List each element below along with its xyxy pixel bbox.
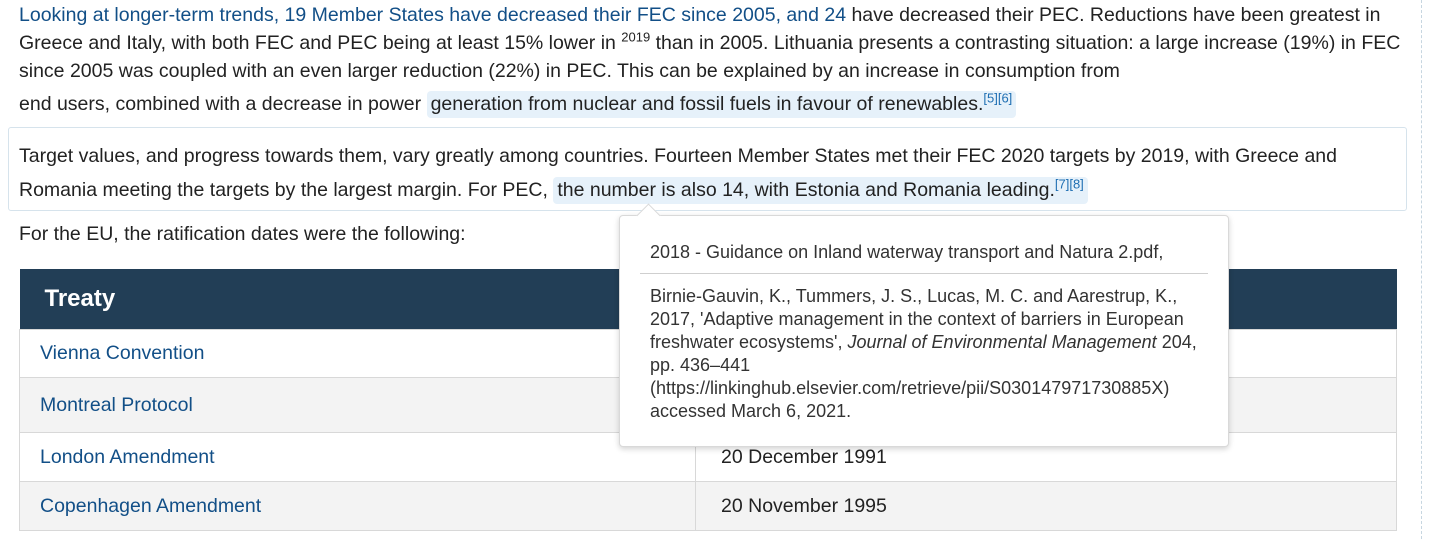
table-cell-treaty: London Amendment [19, 432, 696, 482]
treaty-link[interactable]: Vienna Convention [40, 342, 205, 364]
superscript-year: 2019 [621, 29, 651, 45]
treaty-link[interactable]: Montreal Protocol [40, 393, 193, 416]
paragraph-text: Target values, and progress towards them… [19, 145, 1337, 201]
tooltip-reference-1: 2018 - Guidance on Inland waterway trans… [650, 242, 1164, 262]
paragraph-trends: Looking at longer-term trends, 19 Member… [19, 1, 1414, 118]
column-divider [1421, 0, 1422, 539]
tooltip-reference-2: Birnie-Gauvin, K., Tummers, J. S., Lucas… [650, 286, 1197, 421]
reference-link-5[interactable]: [5] [983, 90, 998, 106]
focused-paragraph-box [8, 127, 1407, 211]
reference-tooltip: 2018 - Guidance on Inland waterway trans… [619, 203, 1229, 447]
table-intro: For the EU, the ratification dates were … [19, 223, 466, 245]
tooltip-divider [640, 273, 1208, 274]
trends-link[interactable]: Looking at longer-term trends, 19 Member… [19, 4, 847, 26]
reference-link-6[interactable]: [6] [997, 90, 1013, 106]
table-cell-treaty: Copenhagen Amendment [19, 481, 696, 531]
journal-title: Journal of Environmental Management [847, 332, 1157, 352]
column-header-treaty: Treaty [19, 269, 696, 330]
treaty-link[interactable]: London Amendment [40, 445, 215, 468]
reference-group: [5][6] [983, 91, 1012, 106]
table-cell-treaty: Vienna Convention [19, 329, 696, 378]
paragraph-text: than in 2005. Lithuania presents a contr… [19, 32, 1401, 82]
table-cell-date: 20 November 1995 [695, 481, 1397, 531]
paragraph-targets: Target values, and progress towards them… [19, 139, 1399, 207]
table-cell-treaty: Montreal Protocol [19, 377, 696, 433]
treaty-link[interactable]: Copenhagen Amendment [40, 494, 262, 517]
paragraph-text: have decreased their PEC. Reductions hav… [19, 4, 1381, 54]
reference-link-8[interactable]: [8] [1069, 176, 1084, 192]
paragraph-text: end users, combined with a decrease in p… [19, 93, 427, 115]
highlighted-sentence[interactable]: generation from nuclear and fossil fuels… [426, 91, 1017, 118]
highlighted-sentence[interactable]: the number is also 14, with Estonia and … [553, 177, 1088, 204]
table-row: Copenhagen Amendment 20 November 1995 [19, 481, 1397, 531]
reference-group: [7][8] [1055, 177, 1084, 192]
reference-link-7[interactable]: [7] [1054, 176, 1070, 192]
